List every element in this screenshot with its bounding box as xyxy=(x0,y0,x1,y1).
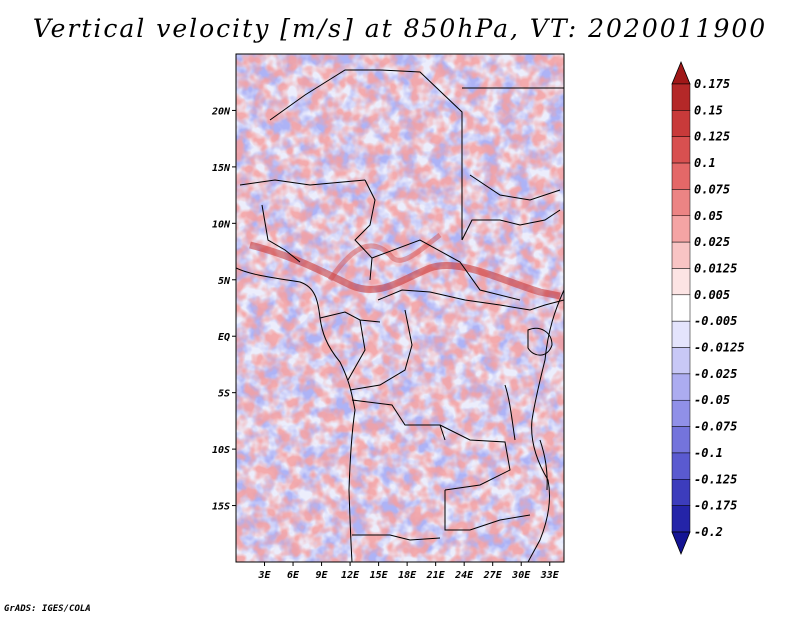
border-drc-west xyxy=(349,309,413,391)
lon-tick-label: 30E xyxy=(511,570,531,581)
border-chad xyxy=(354,179,376,281)
plot-frame xyxy=(235,53,565,563)
colorbar-swatch xyxy=(671,479,691,506)
lat-tick-label: EQ xyxy=(218,332,230,343)
lake-victoria xyxy=(527,327,553,356)
lat-tick-label: 5S xyxy=(218,389,230,400)
colorbar-label: 0.05 xyxy=(694,209,723,223)
country-borders xyxy=(236,69,564,562)
colorbar-label: -0.005 xyxy=(694,314,737,328)
colorbar-swatch xyxy=(671,268,691,296)
colorbar-swatch xyxy=(671,215,691,243)
lat-tick-label: 15N xyxy=(212,163,231,174)
sahara-border xyxy=(379,69,463,240)
colorbar-swatch xyxy=(671,373,691,401)
colorbar-swatch xyxy=(671,320,691,348)
border-angola xyxy=(351,399,446,441)
border-congo xyxy=(347,319,366,381)
colorbar-label: -0.2 xyxy=(694,525,723,539)
colorbar-label: -0.0125 xyxy=(694,341,745,355)
colorbar-swatch xyxy=(671,136,691,164)
colorbar-label: 0.025 xyxy=(694,235,730,249)
colorbar-label: 0.175 xyxy=(694,77,730,91)
lon-tick-label: 9E xyxy=(316,570,329,581)
colorbar-swatch xyxy=(671,426,691,454)
lon-axis: 3E 6E 9E 12E 15E 18E 21E 24E 27E 30E 33E xyxy=(257,562,560,581)
colorbar: 0.175 0.15 0.125 0.1 0.075 0.05 0.025 0.0125 0.0… xyxy=(671,60,745,556)
border-n1 xyxy=(269,69,380,121)
border-sudan xyxy=(461,209,561,241)
colorbar-label: 0.075 xyxy=(694,182,730,196)
colorbar-label: -0.025 xyxy=(694,367,737,381)
colorbar-label: -0.1 xyxy=(694,446,723,460)
lat-tick-label: 15S xyxy=(212,502,230,513)
colorbar-swatch xyxy=(671,83,691,111)
colorbar-swatch xyxy=(671,189,691,217)
lon-tick-label: 6E xyxy=(287,570,300,581)
lat-tick-label: 10N xyxy=(212,219,231,230)
colorbar-swatch xyxy=(671,241,691,269)
colorbar-swatch xyxy=(671,452,691,480)
lon-tick-label: 27E xyxy=(483,570,503,581)
colorbar-label: 0.1 xyxy=(694,156,716,170)
lat-tick-label: 10S xyxy=(212,445,230,456)
border-n2 xyxy=(239,179,366,186)
colorbar-swatch xyxy=(671,531,691,556)
colorbar-swatch xyxy=(671,294,691,322)
colorbar-swatch xyxy=(671,162,691,190)
colorbar-label: 0.125 xyxy=(694,130,730,144)
colorbar-label: -0.05 xyxy=(694,393,730,407)
colorbar-label: -0.075 xyxy=(694,420,737,434)
updraft-ridge xyxy=(327,233,442,282)
border-east2 xyxy=(469,174,561,201)
west-africa-coastline xyxy=(236,267,356,562)
lon-tick-label: 18E xyxy=(398,570,417,581)
lat-tick-label: 5N xyxy=(218,276,231,287)
velocity-field xyxy=(236,54,564,562)
colorbar-label: 0.005 xyxy=(694,288,730,302)
colorbar-swatch xyxy=(671,60,691,85)
lon-tick-label: 3E xyxy=(257,570,271,581)
border-angola-south xyxy=(352,534,441,541)
colorbar-swatch xyxy=(671,347,691,375)
lat-tick-label: 20N xyxy=(211,106,231,117)
colorbar-swatch xyxy=(671,399,691,427)
colorbar-label: -0.175 xyxy=(694,499,737,513)
lon-tick-label: 15E xyxy=(370,570,389,581)
grads-credit: GrADS: IGES/COLA xyxy=(4,604,91,614)
map-title: Vertical velocity [m/s] at 850hPa, VT: 2… xyxy=(32,14,768,43)
lon-tick-label: 24E xyxy=(454,570,474,581)
itcz-updraft-band xyxy=(249,241,561,300)
lon-tick-label: 12E xyxy=(341,570,360,581)
colorbar-label: 0.15 xyxy=(694,103,723,117)
border-nigeria xyxy=(261,204,301,263)
border-gabon-congo xyxy=(319,311,381,323)
lake-tanganyika xyxy=(504,384,516,441)
colorbar-swatch xyxy=(671,110,691,137)
lon-tick-label: 21E xyxy=(426,570,446,581)
border-car xyxy=(371,239,521,301)
colorbar-label: -0.125 xyxy=(694,472,737,486)
border-drc-north xyxy=(377,289,501,306)
colorbar-swatch xyxy=(671,505,691,533)
border-zambia-south xyxy=(444,490,531,531)
colorbar-label: 0.0125 xyxy=(694,261,737,275)
border-east xyxy=(499,299,564,311)
lake-malawi xyxy=(539,439,548,491)
lon-tick-label: 33E xyxy=(540,570,560,581)
lat-axis: 20N 15N 10N 5N EQ 5S 10S 15S xyxy=(211,106,236,513)
border-zambia xyxy=(439,424,511,491)
